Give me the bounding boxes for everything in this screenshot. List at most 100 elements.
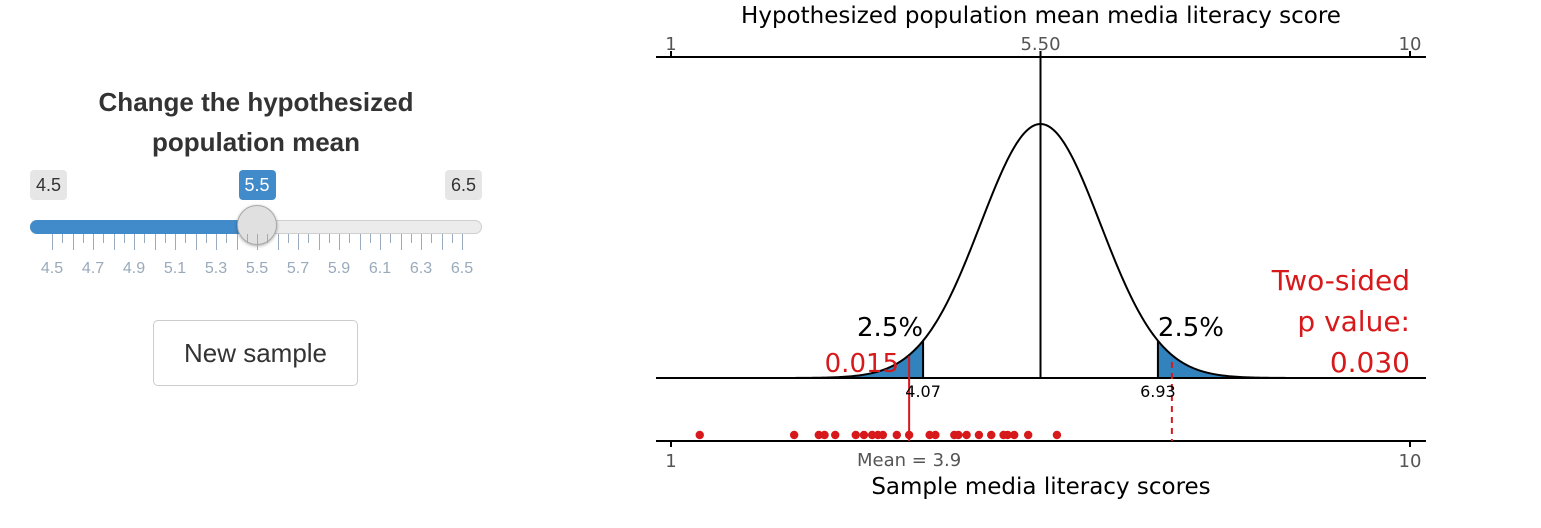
sample-point [851, 430, 860, 440]
top-tick-label-center: 5.50 [1020, 34, 1060, 55]
sample-point [859, 430, 869, 440]
sample-point [1010, 430, 1019, 440]
slider-tick [226, 234, 228, 243]
sample-point [974, 430, 984, 440]
one-tail-p-value: 0.015 [825, 349, 899, 379]
slider-tick [144, 234, 146, 243]
slider-tick [451, 234, 453, 243]
slider-tick [431, 234, 433, 243]
slider-tick-label: 4.5 [40, 260, 64, 277]
slider-tick [195, 234, 197, 250]
slider-tick [246, 234, 248, 243]
slider-tick [339, 234, 340, 250]
slider-min-label: 4.5 [30, 170, 68, 200]
slider-tick [175, 234, 176, 250]
panel-title: Change the hypothesized population mean [30, 82, 482, 162]
slider-tick [400, 234, 402, 250]
slider-value-label: 5.5 [238, 170, 276, 200]
control-panel: Change the hypothesized population mean … [0, 0, 512, 528]
slider-tick [103, 234, 105, 243]
slider-tick [359, 234, 361, 250]
upper-critical-label: 6.93 [1140, 382, 1176, 401]
sample-point [789, 430, 799, 440]
panel-title-line2: population mean [152, 127, 360, 157]
slider-tick-label: 4.9 [122, 260, 146, 277]
slider-tick [421, 234, 422, 250]
slider-tick [185, 234, 187, 243]
slider-tick [380, 234, 381, 250]
sample-point [987, 430, 996, 440]
slider-tick [308, 234, 310, 243]
slider-ticks [30, 234, 482, 254]
new-sample-button[interactable]: New sample [153, 320, 358, 386]
slider-tick [349, 234, 351, 243]
slider-tick [205, 234, 207, 243]
sample-point [925, 430, 934, 440]
slider-tick [236, 234, 238, 250]
upper-tail-percent: 2.5% [1158, 313, 1224, 343]
slider-tick-label: 5.3 [204, 260, 228, 277]
top-tick-label-min: 1 [665, 34, 676, 55]
slider-tick [277, 234, 279, 250]
sample-point [820, 430, 829, 440]
sample-point [1052, 430, 1062, 440]
sample-point [878, 430, 888, 440]
lower-tail-percent: 2.5% [857, 313, 923, 343]
slider-tick [267, 234, 269, 243]
p-value-label-line2: p value: [1297, 305, 1410, 338]
sample-point [867, 430, 877, 440]
sample-point [904, 430, 914, 440]
slider-tick [462, 234, 463, 250]
slider-tick-label: 6.1 [368, 260, 392, 277]
sample-point [1023, 430, 1033, 440]
slider-tick-labels: 4.5 4.7 4.9 5.1 5.3 5.5 5.7 5.9 6.1 6.3 6.5 [30, 260, 482, 282]
slider-tick [154, 234, 156, 250]
slider-tick [410, 234, 412, 243]
slider-tick [82, 234, 84, 243]
top-axis-title: Hypothesized population mean media liter… [741, 3, 1341, 29]
slider-tick [52, 234, 53, 250]
slider-tick [134, 234, 135, 250]
lower-tail-area [671, 340, 924, 378]
chart-shapes [656, 51, 1426, 447]
sample-point [831, 430, 840, 440]
slider-tick-label: 5.5 [245, 260, 269, 277]
upper-tail-area [1157, 340, 1410, 378]
slider-tick [441, 234, 443, 250]
sample-point [954, 430, 963, 440]
slider-fill [30, 220, 257, 234]
p-value-label-line1: Two-sided [1271, 264, 1410, 297]
slider-tick-label: 5.7 [286, 260, 310, 277]
slider-tick [113, 234, 115, 250]
slider-tick [390, 234, 392, 243]
sample-point [695, 430, 704, 440]
slider-tick [164, 234, 166, 243]
sample-mean-label: Mean = 3.9 [857, 450, 961, 471]
slider-tick [369, 234, 371, 243]
sample-point [814, 430, 823, 440]
sample-point [892, 430, 902, 440]
sample-point [1003, 430, 1012, 440]
slider-tick-label: 4.7 [81, 260, 105, 277]
top-tick-label-max: 10 [1399, 34, 1422, 55]
slider-tick [298, 234, 299, 250]
slider-tick [216, 234, 217, 250]
lower-critical-label: 4.07 [905, 382, 941, 401]
panel-title-line1: Change the hypothesized [98, 87, 414, 117]
sample-point [962, 430, 971, 440]
slider-tick [257, 234, 258, 250]
slider-tick [287, 234, 289, 243]
bottom-axis-title: Sample media literacy scores [871, 474, 1210, 500]
slider-tick-label: 5.1 [163, 260, 187, 277]
slider-tick [72, 234, 74, 250]
hypothesized-mean-slider[interactable]: 4.5 6.5 5.5 4.5 4.7 4.9 5.1 5.3 5.5 5.7 5.9 6.1 6… [30, 168, 482, 288]
slider-tick [328, 234, 330, 243]
slider-tick [93, 234, 94, 250]
slider-tick [318, 234, 320, 250]
bottom-tick-label-max: 10 [1399, 451, 1422, 472]
slider-tick-label: 6.3 [409, 260, 433, 277]
bottom-tick-label-min: 1 [665, 451, 676, 472]
slider-tick-label: 5.9 [327, 260, 351, 277]
slider-tick-label: 6.5 [450, 260, 474, 277]
